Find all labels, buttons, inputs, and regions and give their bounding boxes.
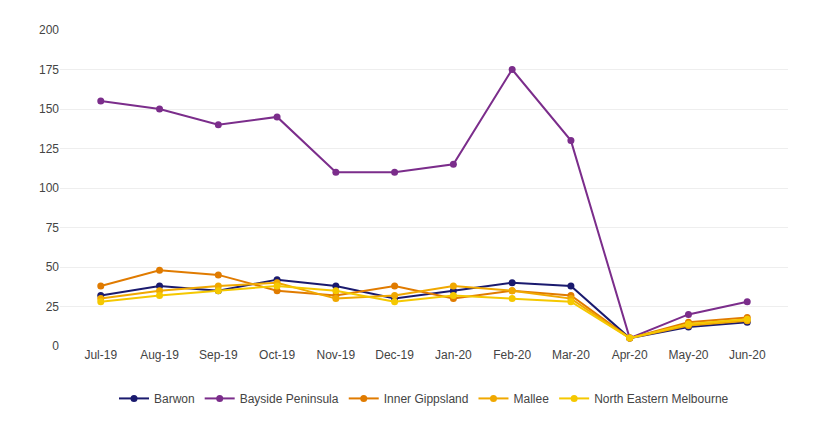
svg-text:150: 150 <box>39 102 59 116</box>
svg-text:Apr-20: Apr-20 <box>612 348 648 362</box>
svg-text:125: 125 <box>39 142 59 156</box>
svg-text:200: 200 <box>39 23 59 37</box>
svg-text:100: 100 <box>39 181 59 195</box>
svg-text:Jul-19: Jul-19 <box>84 348 117 362</box>
svg-text:0: 0 <box>52 339 59 353</box>
svg-text:Jan-20: Jan-20 <box>435 348 472 362</box>
svg-text:50: 50 <box>46 260 60 274</box>
svg-text:Barwon: Barwon <box>154 392 195 406</box>
svg-text:Sep-19: Sep-19 <box>199 348 238 362</box>
svg-text:75: 75 <box>46 221 60 235</box>
svg-text:May-20: May-20 <box>668 348 708 362</box>
svg-text:Oct-19: Oct-19 <box>259 348 295 362</box>
svg-text:25: 25 <box>46 300 60 314</box>
svg-text:Nov-19: Nov-19 <box>317 348 356 362</box>
svg-text:Jun-20: Jun-20 <box>729 348 766 362</box>
svg-text:Dec-19: Dec-19 <box>375 348 414 362</box>
svg-text:Mallee: Mallee <box>513 392 549 406</box>
svg-text:175: 175 <box>39 63 59 77</box>
svg-text:Feb-20: Feb-20 <box>493 348 531 362</box>
svg-text:North Eastern Melbourne: North Eastern Melbourne <box>594 392 728 406</box>
svg-text:Inner Gippsland: Inner Gippsland <box>384 392 469 406</box>
svg-text:Aug-19: Aug-19 <box>140 348 179 362</box>
svg-text:Bayside Peninsula: Bayside Peninsula <box>240 392 339 406</box>
svg-text:Mar-20: Mar-20 <box>552 348 590 362</box>
